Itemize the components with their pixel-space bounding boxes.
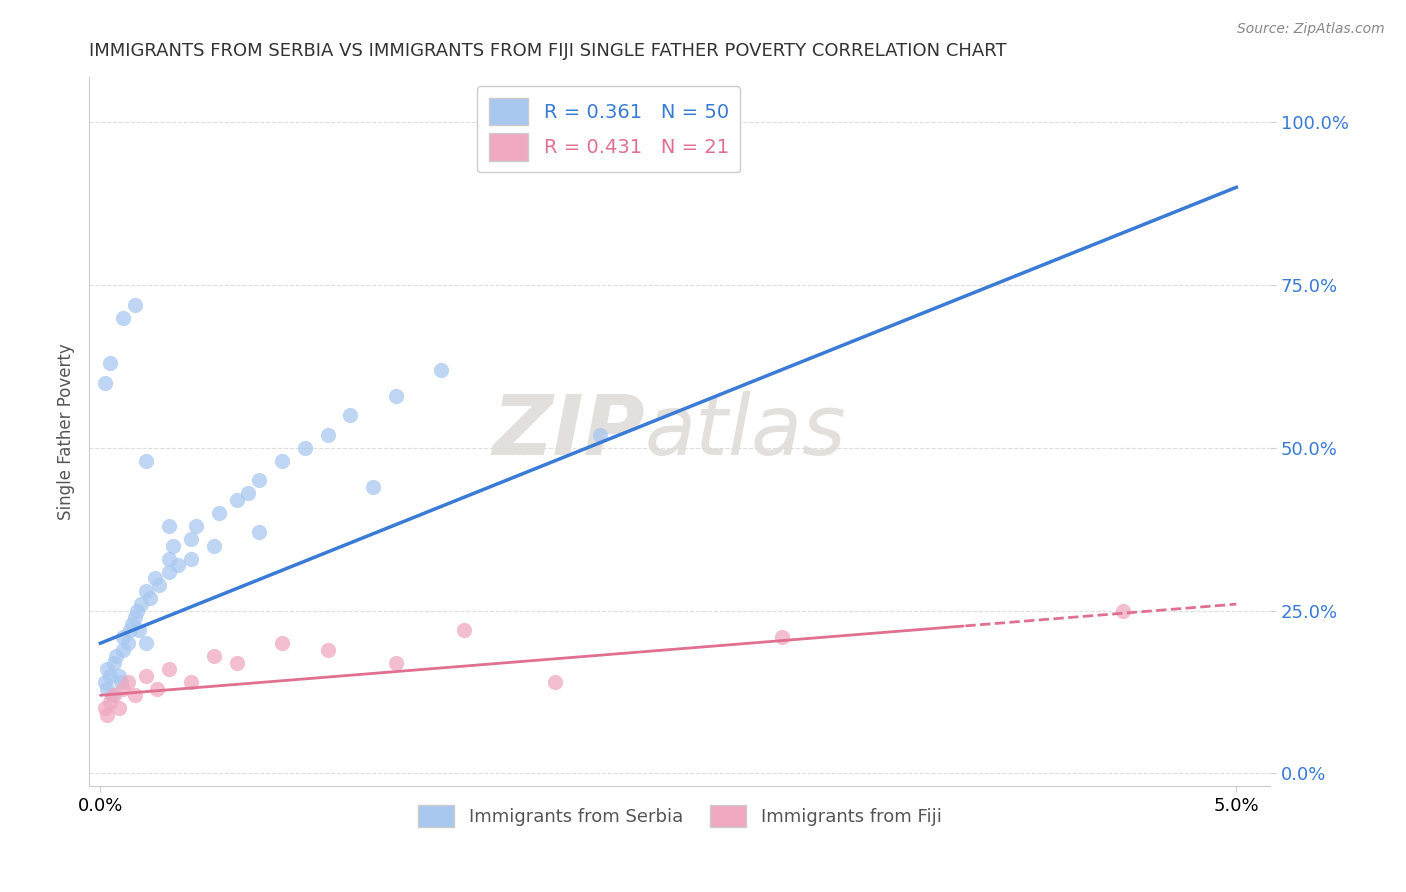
Point xyxy=(112,310,135,325)
Point xyxy=(180,532,202,546)
Point xyxy=(94,675,117,690)
Point xyxy=(202,649,225,664)
Point xyxy=(294,441,316,455)
Point xyxy=(271,636,294,650)
Point xyxy=(249,525,271,540)
Point xyxy=(384,656,406,670)
Point xyxy=(107,701,129,715)
Point xyxy=(146,681,169,696)
Point xyxy=(236,486,259,500)
Point xyxy=(339,409,361,423)
Point xyxy=(180,551,202,566)
Point xyxy=(110,675,132,690)
Point xyxy=(112,630,135,644)
Point xyxy=(96,662,118,676)
Point xyxy=(453,623,475,637)
Point xyxy=(135,454,157,468)
Point xyxy=(139,591,162,605)
Point xyxy=(162,539,184,553)
Point xyxy=(207,506,229,520)
Point xyxy=(128,623,150,637)
Point xyxy=(249,474,271,488)
Point xyxy=(157,519,180,533)
Point xyxy=(124,688,146,702)
Text: atlas: atlas xyxy=(644,391,846,472)
Point xyxy=(125,604,148,618)
Point xyxy=(101,688,124,702)
Point xyxy=(112,642,135,657)
Point xyxy=(770,630,793,644)
Point xyxy=(135,669,157,683)
Point xyxy=(166,558,188,572)
Point xyxy=(96,707,118,722)
Point xyxy=(184,519,207,533)
Point xyxy=(107,669,129,683)
Point xyxy=(271,454,294,468)
Point xyxy=(157,662,180,676)
Point xyxy=(118,623,141,637)
Point xyxy=(105,649,128,664)
Point xyxy=(157,551,180,566)
Point xyxy=(316,427,339,442)
Legend: Immigrants from Serbia, Immigrants from Fiji: Immigrants from Serbia, Immigrants from … xyxy=(411,797,949,834)
Point xyxy=(135,584,157,599)
Text: IMMIGRANTS FROM SERBIA VS IMMIGRANTS FROM FIJI SINGLE FATHER POVERTY CORRELATION: IMMIGRANTS FROM SERBIA VS IMMIGRANTS FRO… xyxy=(89,42,1007,60)
Point xyxy=(148,577,170,591)
Point xyxy=(143,571,166,585)
Point xyxy=(225,656,247,670)
Point xyxy=(157,565,180,579)
Point xyxy=(180,675,202,690)
Point xyxy=(202,539,225,553)
Point xyxy=(112,681,135,696)
Point xyxy=(103,688,125,702)
Text: ZIP: ZIP xyxy=(492,391,644,472)
Point xyxy=(96,681,118,696)
Point xyxy=(98,695,121,709)
Point xyxy=(316,642,339,657)
Point xyxy=(589,427,612,442)
Point xyxy=(361,480,384,494)
Point xyxy=(121,616,143,631)
Point xyxy=(94,376,117,390)
Point xyxy=(430,362,453,376)
Point xyxy=(94,701,117,715)
Point xyxy=(225,492,247,507)
Point xyxy=(384,389,406,403)
Point xyxy=(135,636,157,650)
Point xyxy=(98,669,121,683)
Text: Source: ZipAtlas.com: Source: ZipAtlas.com xyxy=(1237,22,1385,37)
Point xyxy=(124,610,146,624)
Y-axis label: Single Father Poverty: Single Father Poverty xyxy=(58,343,75,520)
Point xyxy=(544,675,567,690)
Point xyxy=(131,597,153,611)
Point xyxy=(117,675,139,690)
Point xyxy=(117,636,139,650)
Point xyxy=(103,656,125,670)
Point xyxy=(98,356,121,370)
Point xyxy=(124,297,146,311)
Point xyxy=(1112,604,1135,618)
